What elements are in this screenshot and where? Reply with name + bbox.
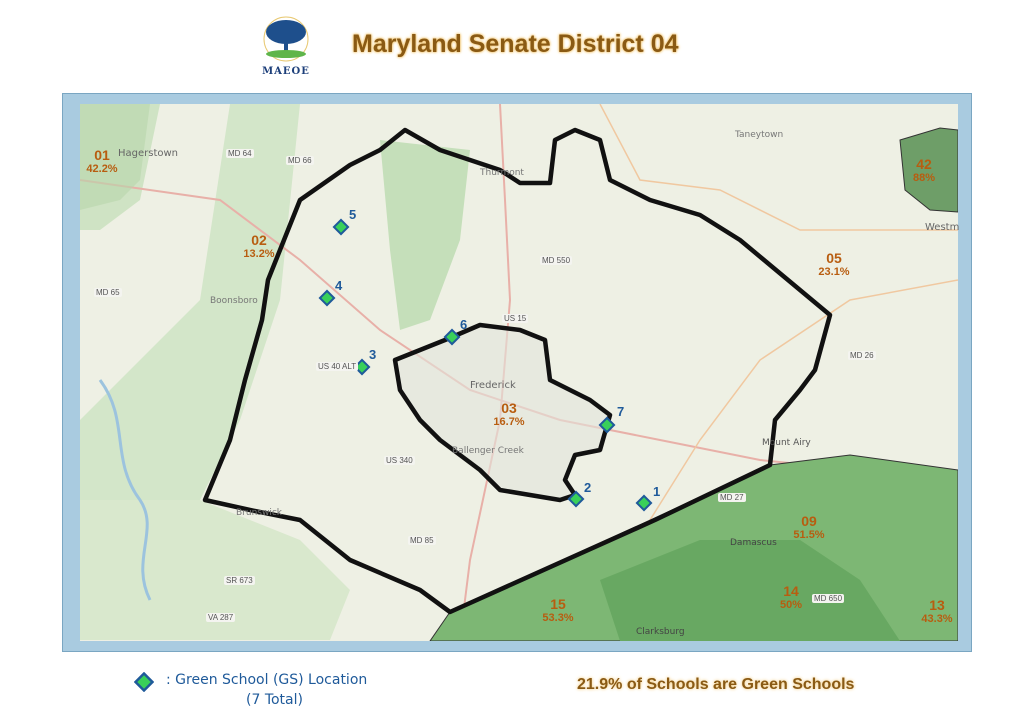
green-school-legend-icon bbox=[133, 671, 155, 696]
school-number: 1 bbox=[653, 484, 661, 499]
school-number: 7 bbox=[617, 404, 625, 419]
school-marker-3[interactable] bbox=[353, 358, 371, 376]
district-label-42: 42 88% bbox=[912, 156, 936, 184]
school-number: 3 bbox=[369, 347, 377, 362]
district-label-13: 13 43.3% bbox=[921, 597, 953, 625]
road-label: MD 650 bbox=[812, 594, 845, 603]
place-name: Brunswick bbox=[236, 508, 282, 518]
district-label-14: 14 50% bbox=[779, 583, 803, 611]
place-name: Boonsboro bbox=[210, 296, 258, 306]
district-42-area bbox=[899, 127, 958, 213]
place-name: Hagerstown bbox=[118, 148, 179, 159]
place-name: Frederick bbox=[470, 380, 516, 391]
school-number: 6 bbox=[460, 317, 468, 332]
district-04-boundary bbox=[202, 127, 833, 615]
district-label-09: 09 51.5% bbox=[793, 513, 825, 541]
district-label-05: 05 23.1% bbox=[818, 250, 850, 278]
river bbox=[98, 379, 152, 601]
road-label: MD 65 bbox=[94, 288, 122, 297]
school-marker-5[interactable] bbox=[332, 218, 350, 236]
road-label: MD 64 bbox=[226, 149, 254, 158]
school-marker-7[interactable] bbox=[598, 416, 616, 434]
road-label: US 340 bbox=[384, 456, 415, 465]
district-01-area bbox=[80, 104, 150, 210]
road-label: SR 673 bbox=[224, 576, 255, 585]
district-03-boundary bbox=[392, 322, 613, 503]
school-number: 4 bbox=[335, 278, 343, 293]
place-name: Damascus bbox=[730, 538, 777, 548]
school-marker-1[interactable] bbox=[635, 494, 653, 512]
road-label: MD 27 bbox=[718, 493, 746, 502]
place-name: Clarksburg bbox=[636, 627, 685, 637]
place-name: Mount Airy bbox=[762, 438, 811, 448]
map-view[interactable] bbox=[80, 104, 958, 641]
school-marker-4[interactable] bbox=[318, 289, 336, 307]
road-label: MD 85 bbox=[408, 536, 436, 545]
road bbox=[599, 104, 958, 231]
legend-total: (7 Total) bbox=[246, 692, 303, 708]
school-number: 2 bbox=[584, 480, 592, 495]
place-name: Taneytown bbox=[735, 130, 784, 140]
road-label: MD 26 bbox=[848, 351, 876, 360]
district-label-15: 15 53.3% bbox=[542, 596, 574, 624]
legend-label: : Green School (GS) Location bbox=[166, 672, 368, 688]
road-label: MD 66 bbox=[286, 156, 314, 165]
school-number: 5 bbox=[349, 207, 357, 222]
logo-text: MAEOE bbox=[262, 66, 310, 77]
road-label: US 15 bbox=[502, 314, 529, 323]
place-name: Thurmont bbox=[480, 168, 524, 178]
school-marker-6[interactable] bbox=[443, 328, 461, 346]
green-schools-summary: 21.9% of Schools are Green Schools bbox=[577, 676, 855, 693]
road-label: US 40 ALT bbox=[316, 362, 359, 371]
map-canvas bbox=[80, 104, 958, 641]
road-label: VA 287 bbox=[206, 613, 236, 622]
school-marker-2[interactable] bbox=[567, 490, 585, 508]
forest-area bbox=[380, 140, 470, 330]
road-label: MD 550 bbox=[540, 256, 573, 265]
district-label-01: 01 42.2% bbox=[86, 147, 118, 175]
maeoe-logo: MAEOE bbox=[250, 14, 322, 84]
place-name: Westm bbox=[925, 222, 960, 233]
district-14-area bbox=[600, 540, 900, 641]
district-label-02: 02 13.2% bbox=[243, 232, 275, 260]
tree-icon bbox=[263, 16, 309, 62]
district-label-03: 03 16.7% bbox=[493, 400, 525, 428]
place-name: Ballenger Creek bbox=[452, 446, 524, 456]
page-title: Maryland Senate District 04 bbox=[352, 30, 679, 58]
